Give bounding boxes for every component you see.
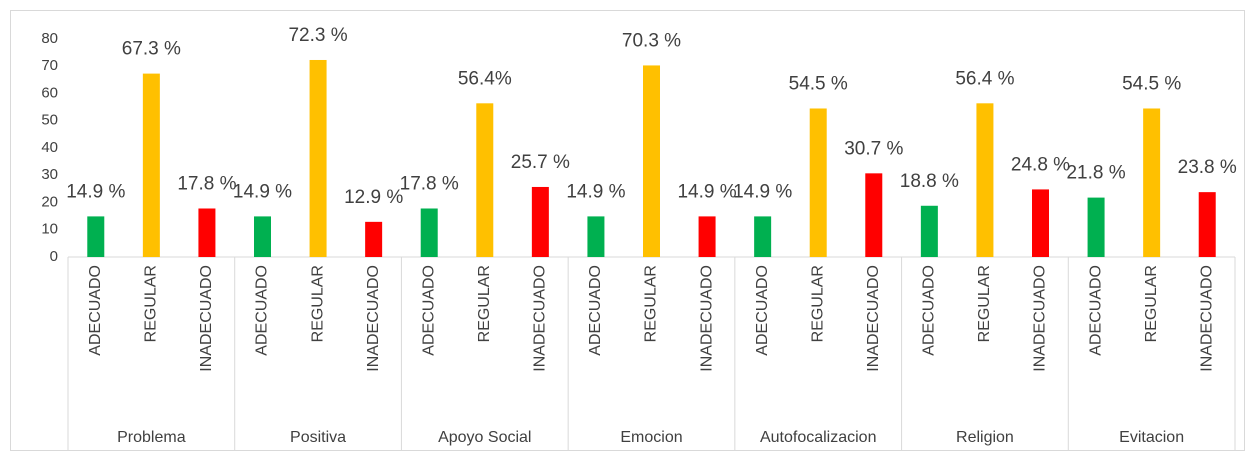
chart-border: [10, 10, 1245, 451]
x-tick-label: ADECUADO: [87, 265, 104, 356]
data-label: 54.5 %: [789, 74, 848, 95]
bar: [531, 186, 549, 257]
data-label: 17.8 %: [177, 174, 236, 195]
bar: [142, 73, 160, 257]
bar: [1143, 108, 1161, 257]
group-label: Religion: [956, 429, 1014, 446]
x-tick-label: INADECUADO: [1198, 265, 1215, 372]
bar: [309, 59, 327, 257]
data-label: 21.8 %: [1066, 163, 1125, 184]
x-tick-label: ADECUADO: [420, 265, 437, 356]
x-tick-label: INADECUADO: [698, 265, 715, 372]
x-tick-label: REGULAR: [809, 265, 826, 342]
bar: [1032, 189, 1049, 257]
x-tick-label: ADECUADO: [587, 265, 604, 356]
bar: [420, 208, 438, 257]
x-tick-label: INADECUADO: [198, 265, 215, 372]
bar: [87, 216, 105, 257]
bar: [365, 221, 383, 257]
data-label: 56.4 %: [955, 68, 1014, 89]
data-label: 56.4%: [458, 68, 512, 89]
bar: [587, 216, 605, 257]
x-tick-label: REGULAR: [976, 265, 993, 342]
bar: [254, 216, 271, 257]
y-tick-label: 20: [41, 193, 58, 210]
data-label: 30.7 %: [844, 138, 903, 159]
y-tick-label: 10: [41, 221, 58, 238]
data-label: 67.3 %: [122, 39, 181, 60]
bar: [976, 103, 994, 257]
x-tick-label: REGULAR: [476, 265, 493, 342]
group-label: Evitacion: [1119, 429, 1184, 446]
group-label: Apoyo Social: [438, 429, 531, 446]
data-label: 17.8 %: [400, 174, 459, 195]
data-label: 72.3 %: [288, 25, 347, 46]
y-tick-label: 70: [41, 57, 58, 74]
y-tick-label: 0: [50, 248, 58, 265]
bar: [198, 208, 216, 257]
x-tick-label: INADECUADO: [365, 265, 382, 372]
bar: [698, 216, 716, 257]
y-tick-label: 40: [41, 139, 58, 156]
bar: [809, 108, 827, 257]
x-tick-label: REGULAR: [143, 265, 160, 342]
data-label: 12.9 %: [344, 187, 403, 208]
data-label: 18.8 %: [900, 171, 959, 192]
bar: [920, 205, 938, 257]
x-tick-label: REGULAR: [309, 265, 326, 342]
x-tick-label: REGULAR: [643, 265, 660, 342]
data-label: 25.7 %: [511, 152, 570, 173]
x-tick-label: REGULAR: [1143, 265, 1160, 342]
bar: [1198, 192, 1216, 257]
x-tick-label: ADECUADO: [254, 265, 271, 356]
x-tick-label: INADECUADO: [865, 265, 882, 372]
group-label: Problema: [117, 429, 186, 446]
data-label: 14.9 %: [233, 181, 292, 202]
x-tick-label: ADECUADO: [754, 265, 771, 356]
data-label: 70.3 %: [622, 30, 681, 51]
data-label: 24.8 %: [1011, 154, 1070, 175]
y-tick-label: 60: [41, 84, 58, 101]
group-label: Autofocalizacion: [760, 429, 877, 446]
x-tick-label: INADECUADO: [1032, 265, 1049, 372]
bar: [865, 173, 883, 257]
x-tick-label: ADECUADO: [921, 265, 938, 356]
data-label: 14.9 %: [566, 181, 625, 202]
y-tick-label: 50: [41, 112, 58, 129]
data-label: 14.9 %: [677, 181, 736, 202]
group-label: Emocion: [620, 429, 682, 446]
data-label: 14.9 %: [733, 181, 792, 202]
bar: [476, 103, 494, 257]
data-label: 23.8 %: [1178, 157, 1237, 178]
x-tick-label: ADECUADO: [1087, 265, 1104, 356]
bar: [754, 216, 772, 257]
y-tick-label: 80: [41, 30, 58, 47]
bar: [643, 65, 660, 258]
data-label: 54.5 %: [1122, 74, 1181, 95]
data-label: 14.9 %: [66, 181, 125, 202]
y-tick-label: 30: [41, 166, 58, 183]
x-tick-label: INADECUADO: [532, 265, 549, 372]
group-label: Positiva: [290, 429, 346, 446]
bar: [1087, 197, 1105, 257]
